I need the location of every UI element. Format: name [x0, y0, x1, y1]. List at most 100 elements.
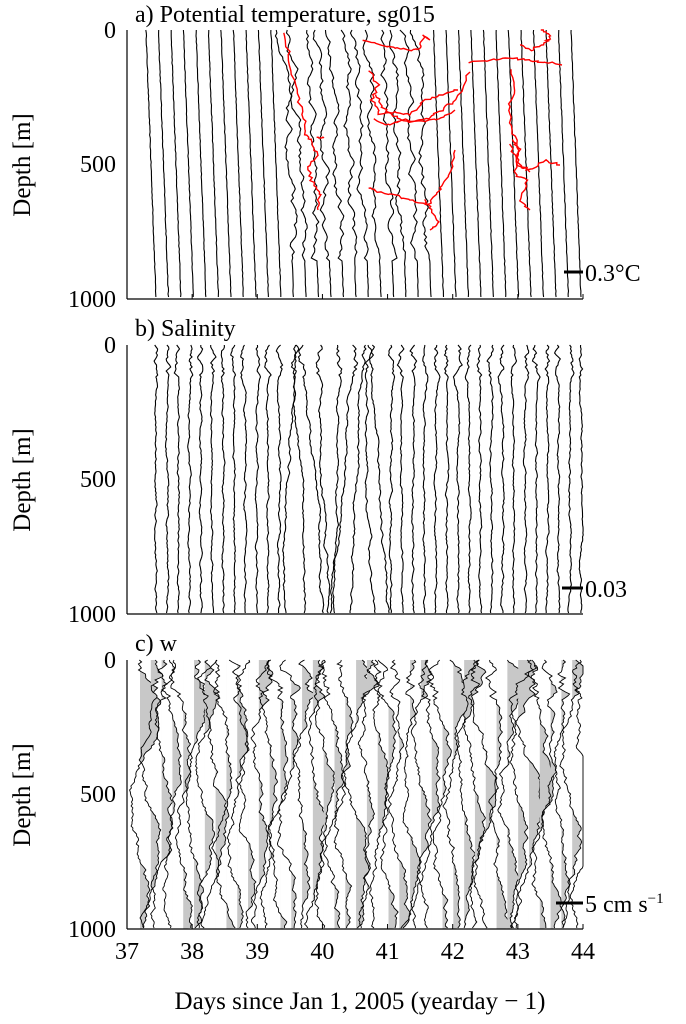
velocity-fill [226, 660, 236, 929]
highlight-isotherm [373, 109, 456, 126]
panel-b-ytick-500: 500 [80, 467, 116, 493]
highlight-isotherm [519, 29, 552, 52]
highlight-isotherm [424, 199, 440, 231]
panel-c-scale-unit: 5 cm s [585, 892, 648, 918]
salinity-profile [387, 344, 396, 614]
temperature-profile [182, 29, 194, 298]
panel-c-plot-area [129, 659, 584, 929]
velocity-fill [420, 660, 433, 929]
velocity-fill [431, 660, 441, 929]
panel-c-ylabel: Depth [m] [9, 743, 36, 846]
velocity-profile [194, 659, 221, 929]
temperature-profile [349, 29, 369, 298]
velocity-profile [497, 659, 529, 929]
temperature-profile [433, 29, 445, 298]
highlight-isotherm [511, 139, 531, 211]
temperature-profile [207, 29, 220, 298]
velocity-profile [527, 659, 555, 929]
velocity-fill [528, 660, 545, 929]
velocity-profile [313, 659, 336, 929]
velocity-fill [172, 660, 182, 929]
velocity-profile [410, 659, 433, 929]
panel-c-xtick-43: 43 [506, 939, 530, 965]
temperature-profile [145, 29, 157, 298]
temperature-profile [305, 29, 320, 298]
velocity-fill [399, 660, 410, 929]
panel-a-ylabel: Depth [m] [9, 113, 36, 216]
velocity-profile [266, 659, 289, 929]
temperature-profile [409, 29, 432, 298]
velocity-profile [233, 659, 257, 929]
velocity-profile [460, 659, 487, 929]
panel-b-title: b) Salinity [135, 316, 236, 342]
temperature-profile [389, 29, 407, 298]
velocity-profile [333, 659, 354, 929]
panel-b-ylabel: Depth [m] [9, 428, 36, 531]
salinity-profile [422, 344, 429, 614]
velocity-profile [400, 659, 421, 929]
temperature-profile [520, 29, 532, 298]
temperature-profile [399, 29, 419, 298]
highlight-isotherm [468, 57, 563, 66]
temperature-profile [507, 29, 520, 298]
velocity-profile [197, 659, 230, 929]
velocity-fill [345, 660, 354, 929]
velocity-fill [323, 660, 335, 929]
salinity-profile [329, 344, 343, 614]
panel-a-ytick-1000: 1000 [68, 287, 116, 313]
panel-c-xtick-39: 39 [245, 939, 269, 965]
panel-a: a) Potential temperature, sg015 0 500 10… [9, 2, 641, 313]
panel-c-axes [126, 660, 583, 930]
velocity-fill [464, 660, 486, 929]
velocity-fill [334, 660, 344, 929]
panel-c-scale-exponent: −1 [648, 891, 664, 907]
velocity-fill [248, 660, 256, 929]
panel-b-ytick-0: 0 [104, 333, 116, 359]
velocity-profile [226, 659, 250, 929]
highlight-isotherm [316, 136, 325, 139]
velocity-profile [160, 659, 182, 929]
salinity-profile [315, 344, 331, 614]
velocity-profile [276, 659, 301, 929]
salinity-profile [531, 344, 541, 614]
temperature-profile [558, 29, 570, 298]
panel-c-title: c) w [135, 631, 178, 657]
temperature-profile [312, 29, 332, 298]
highlight-isotherm [509, 143, 531, 173]
salinity-profile [369, 344, 390, 614]
highlight-isotherm [283, 32, 322, 211]
velocity-fill [312, 660, 328, 929]
x-axis-label: Days since Jan 1, 2005 (yearday − 1) [175, 988, 546, 1015]
salinity-profile [282, 344, 300, 614]
panel-c-xtick-42: 42 [441, 939, 465, 965]
salinity-profile [567, 344, 575, 614]
temperature-profile [220, 29, 232, 298]
temperature-profile [324, 29, 345, 298]
temperature-profile [195, 29, 207, 298]
velocity-fill [572, 660, 583, 929]
velocity-fill [258, 660, 273, 929]
velocity-fill [150, 660, 164, 929]
salinity-profile [264, 344, 272, 614]
velocity-fill [518, 660, 538, 929]
temperature-profile [495, 29, 507, 298]
velocity-profile [138, 659, 164, 929]
panel-c-xtick-40: 40 [310, 939, 334, 965]
panel-c-xticks: 37 38 39 40 41 42 43 44 [115, 924, 595, 965]
panel-b-scale-label: 0.03 [585, 577, 627, 603]
salinity-profile [240, 344, 248, 614]
highlight-isotherm [374, 71, 471, 124]
velocity-fill [410, 660, 421, 929]
temperature-profile [270, 29, 282, 297]
velocity-profile [427, 659, 452, 929]
panel-c-ytick-0: 0 [104, 648, 116, 674]
temperature-profile [380, 29, 398, 298]
velocity-profile [317, 659, 345, 929]
salinity-profile [220, 344, 226, 614]
velocity-profile [357, 659, 380, 929]
panel-c-ytick-1000: 1000 [68, 917, 116, 943]
velocity-fill [194, 660, 208, 929]
temperature-profile [445, 29, 457, 297]
temperature-profile [570, 29, 582, 298]
panel-b: b) Salinity 0 500 1000 Depth [m] 0.03 [9, 316, 627, 628]
